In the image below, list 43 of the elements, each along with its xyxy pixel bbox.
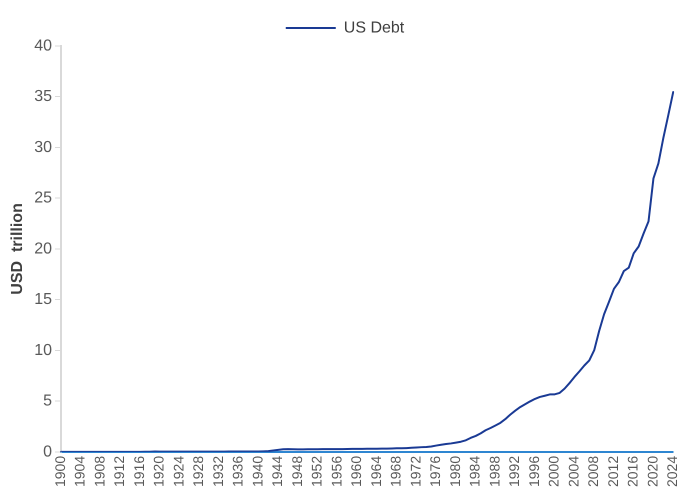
x-tick-label: 1944 <box>269 456 286 488</box>
y-tick-label: 25 <box>34 190 52 207</box>
x-tick-label: 2016 <box>624 456 641 488</box>
x-tick-label: 1988 <box>486 456 502 488</box>
x-tick-label: 1916 <box>130 456 147 488</box>
x-tick-label: 1976 <box>427 456 444 488</box>
x-tick-label: 1968 <box>388 456 404 488</box>
x-tick-label: 1940 <box>249 456 266 488</box>
x-tick-label: 1912 <box>111 456 128 488</box>
x-tick-label: 1928 <box>190 456 206 488</box>
legend-label: US Debt <box>344 19 405 36</box>
y-tick-label: 40 <box>34 37 52 54</box>
x-tick-label: 1920 <box>150 456 167 488</box>
x-tick-label: 1972 <box>407 456 424 488</box>
x-tick-label: 2000 <box>546 456 562 488</box>
x-tick-label: 1932 <box>210 456 226 488</box>
x-tick-label: 1924 <box>170 456 186 488</box>
x-tick-label: 1960 <box>348 456 364 488</box>
x-tick-label: 1996 <box>526 456 542 488</box>
y-tick-label: 20 <box>34 240 52 258</box>
x-tick-label: 1956 <box>328 456 344 488</box>
y-tick-label: 15 <box>34 291 52 308</box>
x-tick-label: 1992 <box>506 456 522 488</box>
y-tick-label: 30 <box>34 138 52 156</box>
x-tick-label: 2008 <box>585 456 602 488</box>
x-tick-label: 1900 <box>52 456 68 488</box>
x-tick-label: 1980 <box>446 456 463 488</box>
x-tick-label: 1904 <box>72 456 88 488</box>
y-axis-title: USD trillion <box>9 203 26 295</box>
x-tick-label: 1908 <box>91 456 108 488</box>
x-tick-label: 2004 <box>565 456 582 488</box>
x-tick-label: 2012 <box>604 456 621 488</box>
x-tick-label: 1984 <box>466 456 483 488</box>
x-tick-label: 1964 <box>368 456 384 488</box>
x-tick-label: 1936 <box>230 456 246 488</box>
y-tick-label: 0 <box>43 443 52 460</box>
x-tick-label: 1952 <box>308 456 325 488</box>
y-tick-label: 5 <box>43 392 52 410</box>
y-tick-label: 35 <box>34 88 52 106</box>
x-tick-label: 2020 <box>644 456 660 488</box>
x-tick-label: 1948 <box>288 456 305 488</box>
x-tick-label: 2024 <box>664 456 680 488</box>
y-tick-label: 10 <box>34 342 52 359</box>
